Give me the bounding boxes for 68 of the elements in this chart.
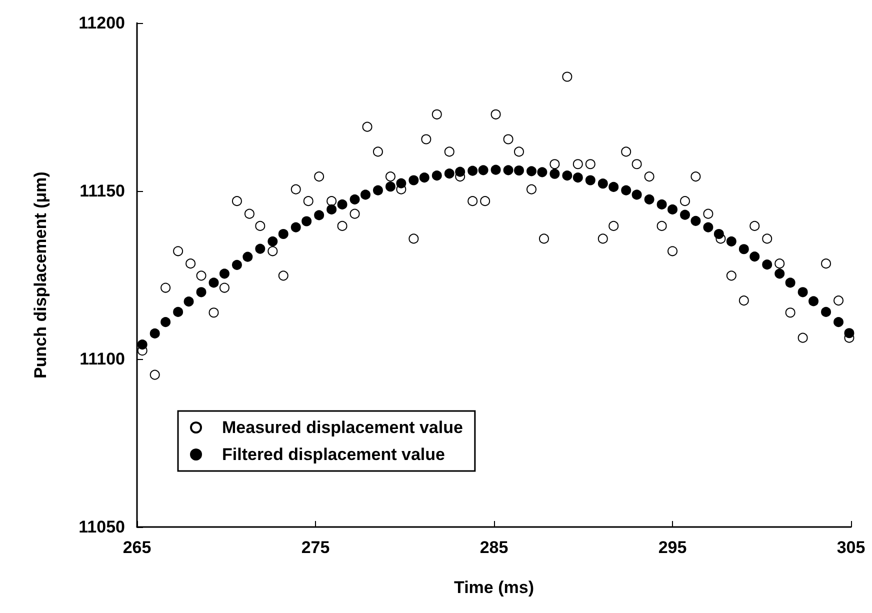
point bbox=[385, 172, 396, 182]
point bbox=[421, 134, 432, 144]
point bbox=[255, 220, 266, 231]
point bbox=[750, 220, 760, 231]
point bbox=[585, 159, 596, 170]
point bbox=[468, 196, 478, 206]
point bbox=[538, 234, 549, 244]
point bbox=[160, 282, 171, 293]
y-tick-label: 11150 bbox=[80, 182, 125, 200]
point bbox=[514, 146, 524, 157]
point bbox=[656, 220, 667, 231]
point bbox=[668, 246, 678, 256]
legend-label: Filtered displacement value bbox=[222, 445, 445, 464]
point bbox=[232, 196, 242, 206]
point bbox=[821, 258, 832, 269]
point bbox=[598, 234, 608, 244]
point bbox=[762, 234, 772, 244]
point bbox=[644, 172, 654, 182]
point bbox=[738, 296, 749, 306]
point bbox=[326, 196, 337, 206]
point bbox=[314, 172, 324, 182]
point bbox=[834, 296, 844, 306]
x-axis-title: Time (ms) bbox=[454, 578, 534, 597]
point bbox=[219, 282, 230, 293]
point bbox=[362, 122, 372, 132]
point bbox=[208, 308, 219, 318]
point bbox=[268, 246, 278, 256]
point bbox=[350, 208, 360, 219]
point bbox=[572, 159, 583, 170]
point bbox=[337, 220, 348, 231]
point bbox=[785, 308, 796, 318]
point bbox=[562, 72, 572, 82]
point bbox=[621, 146, 632, 157]
y-tick-label: 11100 bbox=[80, 350, 125, 368]
point bbox=[503, 134, 514, 144]
point bbox=[303, 196, 314, 206]
point bbox=[726, 270, 736, 281]
point bbox=[703, 208, 714, 219]
point bbox=[173, 246, 184, 256]
y-tick-label: 11050 bbox=[78, 518, 125, 536]
x-tick-label: 285 bbox=[480, 538, 508, 557]
point bbox=[774, 258, 785, 269]
point bbox=[680, 196, 690, 206]
point bbox=[526, 184, 536, 194]
y-axis-title: Punch displacement (μm) bbox=[31, 172, 50, 378]
point bbox=[244, 208, 254, 219]
x-tick-label: 295 bbox=[658, 538, 687, 557]
y-tick-label: 11200 bbox=[78, 14, 125, 32]
point bbox=[632, 159, 642, 170]
point bbox=[480, 196, 490, 206]
legend-label: Measured displacement value bbox=[222, 418, 463, 437]
point bbox=[290, 184, 301, 194]
point bbox=[196, 270, 206, 281]
point bbox=[444, 146, 454, 157]
x-tick-label: 265 bbox=[122, 538, 152, 557]
point bbox=[798, 332, 808, 343]
point bbox=[278, 270, 288, 281]
point bbox=[432, 109, 442, 120]
x-tick-label: 305 bbox=[836, 538, 866, 557]
point bbox=[690, 172, 701, 182]
point bbox=[408, 234, 419, 244]
x-tick-label: 275 bbox=[301, 538, 330, 557]
point bbox=[490, 109, 501, 120]
point bbox=[550, 159, 560, 170]
point bbox=[608, 220, 619, 231]
point bbox=[150, 370, 160, 380]
point bbox=[186, 258, 196, 269]
point bbox=[372, 146, 383, 157]
